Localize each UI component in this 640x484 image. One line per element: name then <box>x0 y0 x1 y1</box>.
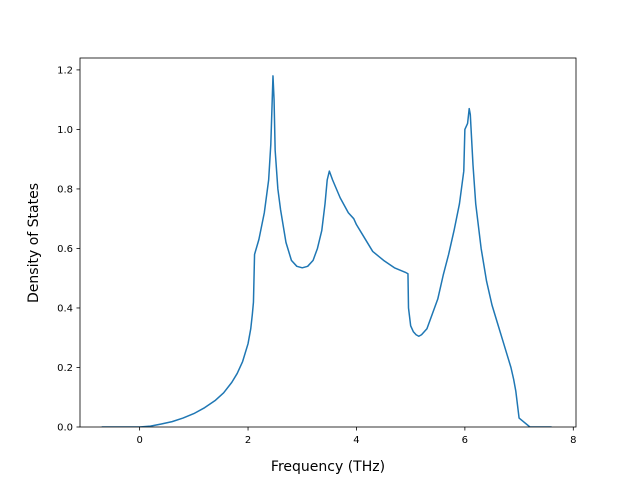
y-axis-label: Density of States <box>26 183 42 303</box>
y-tick-label: 0.0 <box>57 423 73 434</box>
axes-frame <box>79 57 577 428</box>
plot-layer <box>101 75 552 427</box>
y-tick-label: 0.8 <box>57 184 73 195</box>
x-tick-label: 6 <box>462 435 468 446</box>
y-tick-label: 1.0 <box>57 125 73 136</box>
axes-layer: 0 2 4 6 8 0.0 0.2 0.4 0.6 0.8 1.0 1.2 <box>57 57 577 446</box>
y-tick-label: 1.2 <box>57 65 73 76</box>
y-tick-label: 0.4 <box>57 303 73 314</box>
y-tick-label: 0.2 <box>57 363 73 374</box>
dos-series-line <box>101 75 552 427</box>
x-tick-label: 8 <box>570 435 576 446</box>
x-tick-label: 4 <box>353 435 359 446</box>
x-tick-label: 0 <box>136 435 142 446</box>
x-tick-label: 2 <box>245 435 251 446</box>
y-tick-label: 0.6 <box>57 244 73 255</box>
x-axis-label: Frequency (THz) <box>271 459 385 475</box>
